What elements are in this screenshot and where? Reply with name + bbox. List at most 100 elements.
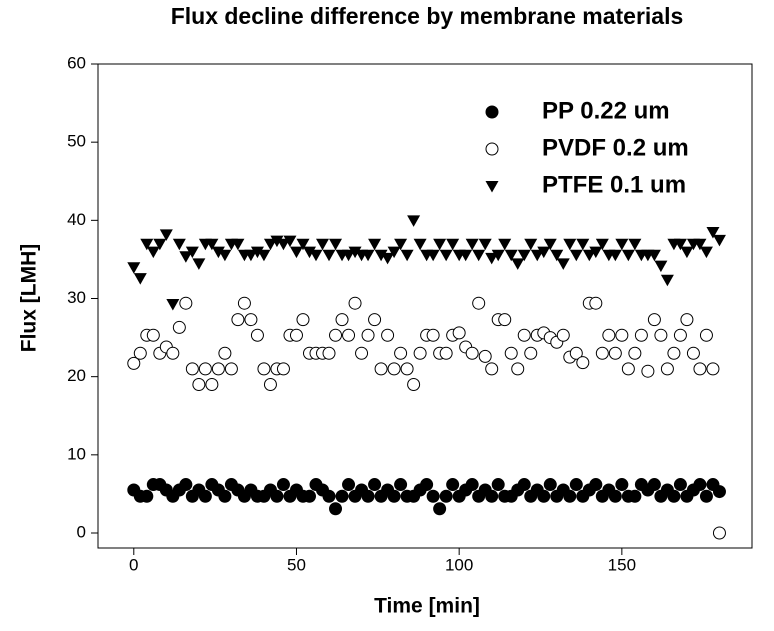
point (348, 296, 362, 310)
point (172, 320, 186, 334)
point (433, 238, 447, 251)
point (205, 238, 219, 251)
point (628, 346, 642, 360)
point (673, 478, 687, 492)
point (387, 362, 401, 376)
point (608, 346, 622, 360)
point (355, 346, 369, 360)
point (172, 238, 186, 251)
point (589, 246, 603, 259)
point (257, 362, 271, 376)
point (699, 328, 713, 342)
legend-label: PVDF 0.2 um (542, 134, 689, 161)
point (400, 362, 414, 376)
chart-title: Flux decline difference by membrane mate… (171, 3, 684, 29)
point (166, 298, 180, 311)
point (478, 238, 492, 251)
point (387, 246, 401, 259)
point (667, 346, 681, 360)
point (543, 238, 557, 251)
point (407, 215, 421, 227)
point (244, 313, 258, 327)
point (276, 238, 290, 251)
point (589, 296, 603, 310)
point (159, 229, 173, 241)
point (439, 249, 453, 262)
point (276, 478, 290, 492)
point (400, 249, 414, 262)
point (641, 364, 655, 378)
point (192, 377, 206, 391)
point (524, 346, 538, 360)
y-axis-label: Flux [LMH] (18, 244, 41, 352)
point (140, 489, 154, 503)
x-tick-label: 50 (287, 555, 306, 574)
point (374, 362, 388, 376)
point (485, 252, 499, 265)
point (407, 377, 421, 391)
point (517, 249, 531, 262)
point (602, 328, 616, 342)
point (498, 313, 512, 327)
point (329, 238, 343, 251)
point (517, 328, 531, 342)
point (179, 478, 193, 492)
point (361, 249, 375, 262)
legend-label: PP 0.22 um (542, 97, 670, 124)
point (465, 238, 479, 251)
point (179, 296, 193, 310)
point (576, 238, 590, 251)
point (634, 328, 648, 342)
point (511, 362, 525, 376)
point (595, 238, 609, 251)
point (465, 478, 479, 492)
x-axis-label: Time [min] (374, 595, 480, 618)
point (218, 249, 232, 262)
point (576, 356, 590, 370)
point (250, 328, 264, 342)
point (569, 478, 583, 492)
point (517, 478, 531, 492)
point (381, 252, 395, 265)
point (589, 478, 603, 492)
point (394, 238, 408, 251)
point (693, 478, 707, 492)
point (361, 328, 375, 342)
point (231, 238, 245, 251)
point (387, 489, 401, 503)
point (621, 249, 635, 262)
point (263, 238, 277, 251)
point (485, 362, 499, 376)
point (706, 227, 720, 239)
point (504, 249, 518, 262)
point (205, 377, 219, 391)
point (530, 249, 544, 262)
point (693, 362, 707, 376)
point (491, 478, 505, 492)
point (244, 249, 258, 262)
point (504, 346, 518, 360)
point (472, 296, 486, 310)
point (276, 362, 290, 376)
point (426, 328, 440, 342)
legend-marker (485, 142, 499, 156)
point (237, 296, 251, 310)
point (329, 502, 343, 516)
x-tick-label: 150 (608, 555, 636, 574)
point (478, 349, 492, 363)
point (368, 478, 382, 492)
point (420, 478, 434, 492)
point (706, 362, 720, 376)
point (712, 485, 726, 499)
point (511, 258, 525, 270)
point (140, 238, 154, 251)
point (322, 489, 336, 503)
point (127, 262, 141, 274)
y-tick-label: 30 (67, 288, 86, 307)
point (498, 238, 512, 251)
point (446, 478, 460, 492)
point (309, 249, 323, 262)
point (712, 234, 726, 247)
point (198, 489, 212, 503)
point (699, 246, 713, 259)
